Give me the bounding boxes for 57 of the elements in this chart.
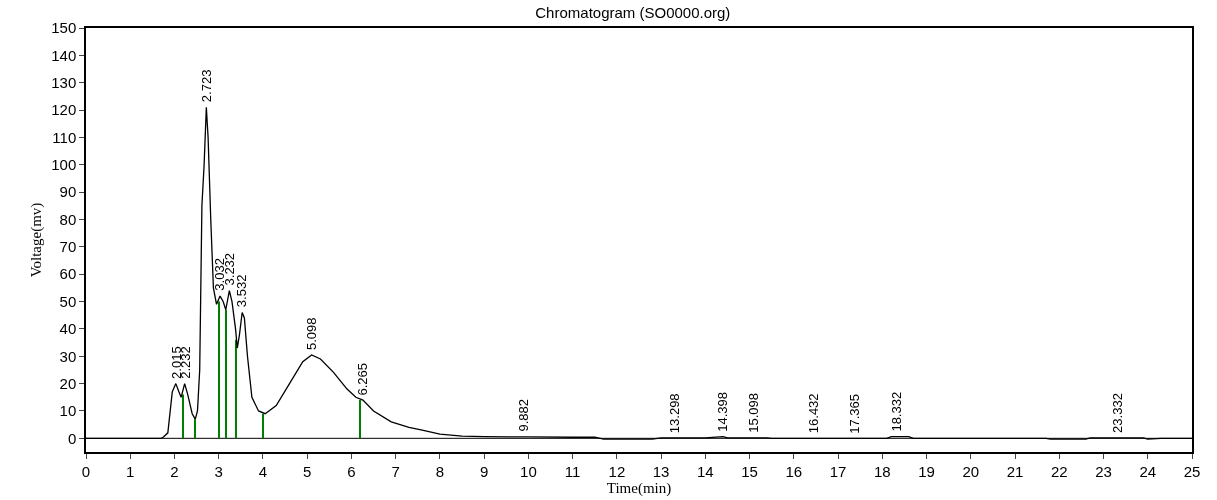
x-tick-label: 10 bbox=[520, 462, 537, 480]
y-tick-label: 110 bbox=[52, 128, 77, 146]
x-tick-label: 17 bbox=[829, 462, 847, 480]
y-tick-label: 40 bbox=[59, 320, 77, 338]
x-tick-label: 7 bbox=[391, 462, 400, 480]
annotation: 18.332 bbox=[889, 391, 905, 432]
y-tick-label: 60 bbox=[59, 265, 77, 283]
x-tick-label: 22 bbox=[1050, 462, 1068, 480]
annotation: 3.532 bbox=[234, 274, 250, 308]
y-tick-label: 50 bbox=[59, 292, 77, 310]
y-tick-label: 90 bbox=[59, 183, 77, 201]
y-tick-label: 150 bbox=[51, 19, 77, 37]
x-tick-label: 3 bbox=[214, 462, 223, 480]
x-tick-label: 13 bbox=[652, 462, 670, 480]
annotation: 6.265 bbox=[355, 362, 371, 396]
y-tick-label: 30 bbox=[59, 347, 77, 365]
y-tick-label: 120 bbox=[51, 101, 77, 119]
y-tick-label: 80 bbox=[59, 210, 77, 228]
annotation: 9.882 bbox=[515, 398, 531, 432]
y-tick-label: 20 bbox=[59, 374, 77, 392]
x-tick-label: 0 bbox=[81, 462, 91, 480]
y-tick-label: 10 bbox=[59, 402, 77, 420]
y-tick-label: 100 bbox=[51, 156, 77, 174]
x-tick-label: 2 bbox=[170, 462, 179, 480]
x-tick-label: 16 bbox=[785, 462, 803, 480]
x-tick-label: 12 bbox=[608, 462, 626, 480]
annotation: 2.723 bbox=[198, 69, 214, 103]
y-tick-label: 130 bbox=[51, 73, 77, 91]
x-tick-label: 20 bbox=[962, 462, 980, 480]
chart-title: Chromatogram (SO0000.org) bbox=[535, 4, 731, 21]
x-tick-label: 9 bbox=[479, 462, 489, 480]
x-axis-title: Time(min) bbox=[606, 479, 672, 497]
y-axis-title: Voltage(mv) bbox=[27, 202, 45, 278]
x-tick-label: 14 bbox=[697, 462, 714, 480]
y-tick-label: 0 bbox=[67, 429, 77, 447]
x-tick-label: 11 bbox=[564, 462, 581, 480]
annotation: 23.332 bbox=[1110, 393, 1126, 433]
x-tick-label: 21 bbox=[1006, 462, 1024, 480]
x-tick-label: 19 bbox=[918, 462, 935, 480]
x-tick-label: 6 bbox=[347, 462, 356, 480]
annotation: 14.398 bbox=[715, 391, 731, 432]
x-tick-label: 15 bbox=[741, 462, 758, 480]
y-tick-label: 140 bbox=[51, 46, 77, 64]
annotation: 15.098 bbox=[746, 393, 762, 433]
x-tick-label: 1 bbox=[126, 462, 135, 480]
annotation: 13.298 bbox=[666, 393, 682, 434]
x-tick-label: 4 bbox=[258, 462, 268, 480]
x-tick-label: 23 bbox=[1095, 462, 1112, 480]
y-tick-label: 70 bbox=[59, 238, 77, 256]
x-tick-label: 25 bbox=[1183, 462, 1201, 480]
annotation: 5.098 bbox=[304, 317, 320, 351]
annotation: 16.432 bbox=[805, 393, 821, 434]
x-tick-label: 8 bbox=[435, 462, 445, 480]
x-tick-label: 18 bbox=[873, 462, 891, 480]
annotation: 17.365 bbox=[847, 394, 863, 434]
x-tick-label: 24 bbox=[1139, 462, 1157, 480]
x-tick-label: 5 bbox=[303, 462, 312, 480]
